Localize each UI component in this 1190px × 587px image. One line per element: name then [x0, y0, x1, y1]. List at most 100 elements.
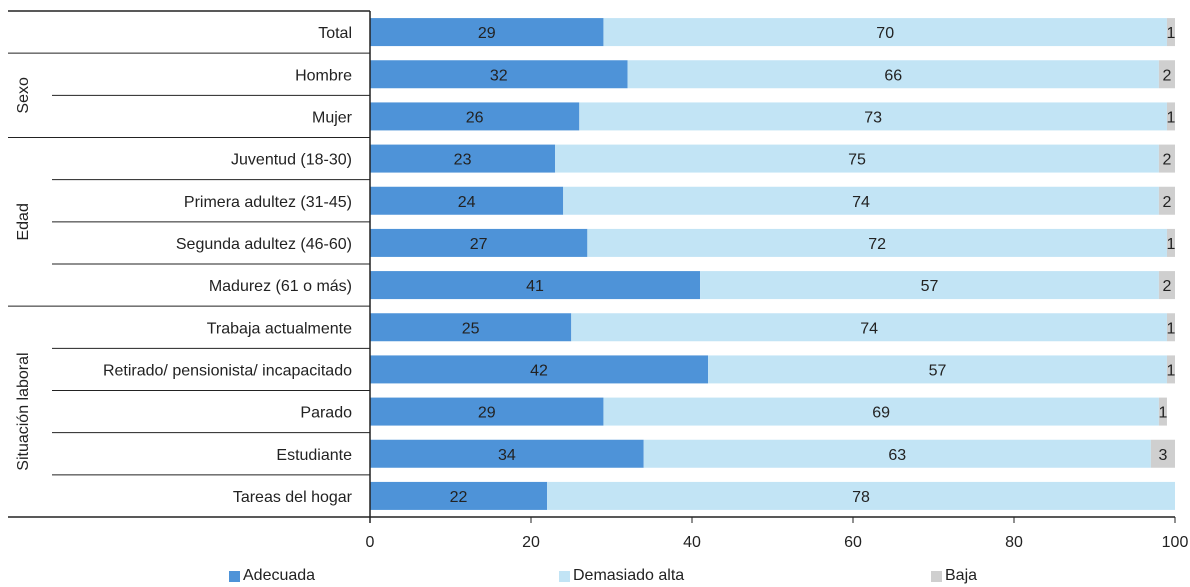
category-label-segunda-adultez-46-60: Segunda adultez (46-60) — [176, 236, 352, 253]
category-label-madurez-61-o-mas: Madurez (61 o más) — [209, 278, 352, 295]
bar-value-label: 3 — [1158, 447, 1167, 464]
bar-value-label: 29 — [478, 405, 496, 422]
bar-demasiado-alta-retirado-pensionista-incapacitado — [708, 355, 1167, 384]
bar-value-label: 26 — [466, 109, 484, 126]
bar-value-label: 27 — [470, 236, 488, 253]
category-label-estudiante: Estudiante — [276, 447, 352, 464]
category-label-mujer: Mujer — [312, 109, 353, 126]
bar-value-label: 1 — [1158, 405, 1167, 422]
legend-swatch-demasiado-alta — [559, 570, 570, 582]
bar-value-label: 25 — [462, 320, 480, 337]
bar-value-label: 1 — [1167, 362, 1176, 379]
bar-value-label: 1 — [1167, 320, 1176, 337]
category-label-trabaja-actualmente: Trabaja actualmente — [207, 320, 352, 337]
legend-item-baja: Baja — [931, 566, 977, 586]
x-tick-label: 0 — [366, 534, 375, 551]
legend-label-adecuada: Adecuada — [243, 567, 316, 584]
x-tick-label: 60 — [844, 534, 862, 551]
bar-value-label: 78 — [852, 489, 870, 506]
bar-value-label: 73 — [864, 109, 882, 126]
bar-baja-parado — [1158, 397, 1167, 426]
bar-demasiado-alta-estudiante — [643, 439, 1151, 468]
bar-value-label: 42 — [530, 362, 548, 379]
bar-baja-juventud-18-30 — [1158, 144, 1175, 173]
bar-value-label: 75 — [848, 152, 866, 169]
bar-value-label: 23 — [454, 152, 472, 169]
bar-value-label: 41 — [526, 278, 544, 295]
bar-value-label: 1 — [1167, 109, 1176, 126]
x-tick-label: 20 — [522, 534, 540, 551]
bar-adecuada-primera-adultez-31-45 — [370, 186, 564, 215]
bar-adecuada-retirado-pensionista-incapacitado — [370, 355, 709, 384]
bar-adecuada-segunda-adultez-46-60 — [370, 228, 588, 257]
bar-value-label: 70 — [876, 25, 894, 42]
bar-demasiado-alta-total — [603, 18, 1167, 47]
x-tick-label: 40 — [683, 534, 701, 551]
bar-value-label: 74 — [852, 194, 870, 211]
bar-adecuada-parado — [370, 397, 604, 426]
bar-value-label: 2 — [1162, 278, 1171, 295]
bar-adecuada-total — [370, 18, 604, 47]
bar-baja-trabaja-actualmente — [1166, 313, 1175, 342]
bar-baja-primera-adultez-31-45 — [1158, 186, 1175, 215]
category-label-total: Total — [318, 25, 352, 42]
bar-value-label: 2 — [1162, 67, 1171, 84]
bar-demasiado-alta-primera-adultez-31-45 — [563, 186, 1159, 215]
legend-swatch-baja — [931, 570, 942, 582]
bar-value-label: 22 — [450, 489, 468, 506]
bar-demasiado-alta-tareas-del-hogar — [547, 481, 1175, 510]
group-label-situacion-laboral: Situación laboral — [15, 352, 32, 470]
bar-value-label: 1 — [1167, 236, 1176, 253]
category-label-tareas-del-hogar: Tareas del hogar — [233, 489, 353, 506]
bar-baja-retirado-pensionista-incapacitado — [1166, 355, 1175, 384]
bar-value-label: 2 — [1162, 152, 1171, 169]
bar-adecuada-madurez-61-o-mas — [370, 271, 701, 300]
bar-baja-segunda-adultez-46-60 — [1166, 228, 1175, 257]
bar-value-label: 2 — [1162, 194, 1171, 211]
bar-adecuada-hombre — [370, 60, 628, 89]
bar-baja-estudiante — [1150, 439, 1175, 468]
bar-value-label: 57 — [921, 278, 939, 295]
category-label-parado: Parado — [300, 405, 352, 422]
bar-adecuada-tareas-del-hogar — [370, 481, 548, 510]
bar-adecuada-juventud-18-30 — [370, 144, 556, 173]
bar-demasiado-alta-hombre — [627, 60, 1159, 89]
bar-value-label: 57 — [929, 362, 947, 379]
group-label-edad: Edad — [15, 203, 32, 240]
bar-value-label: 72 — [868, 236, 886, 253]
bar-demasiado-alta-segunda-adultez-46-60 — [587, 228, 1167, 257]
bar-adecuada-estudiante — [370, 439, 644, 468]
bar-value-label: 69 — [872, 405, 890, 422]
bar-demasiado-alta-parado — [603, 397, 1159, 426]
bar-demasiado-alta-trabaja-actualmente — [571, 313, 1167, 342]
bar-value-label: 66 — [884, 67, 902, 84]
bar-value-label: 29 — [478, 25, 496, 42]
bar-value-label: 74 — [860, 320, 878, 337]
legend-item-adecuada: Adecuada — [229, 566, 315, 586]
legend-label-baja: Baja — [945, 567, 978, 584]
bar-value-label: 63 — [888, 447, 906, 464]
bar-value-label: 1 — [1167, 25, 1176, 42]
chart-legend: Adecuada Demasiado alta Baja — [0, 566, 1190, 587]
category-label-juventud-18-30: Juventud (18-30) — [231, 152, 352, 169]
group-label-sexo: Sexo — [15, 77, 32, 114]
category-label-primera-adultez-31-45: Primera adultez (31-45) — [184, 194, 352, 211]
x-tick-label: 100 — [1162, 534, 1189, 551]
bar-value-label: 34 — [498, 447, 516, 464]
x-tick-label: 80 — [1005, 534, 1023, 551]
bar-adecuada-trabaja-actualmente — [370, 313, 572, 342]
bar-demasiado-alta-juventud-18-30 — [555, 144, 1159, 173]
bar-value-label: 24 — [458, 194, 476, 211]
bar-value-label: 32 — [490, 67, 508, 84]
legend-label-demasiado-alta: Demasiado alta — [573, 567, 685, 584]
bar-baja-hombre — [1158, 60, 1175, 89]
bar-demasiado-alta-mujer — [579, 102, 1167, 131]
legend-item-demasiado-alta: Demasiado alta — [559, 566, 684, 586]
bar-demasiado-alta-madurez-61-o-mas — [700, 271, 1159, 300]
bar-baja-madurez-61-o-mas — [1158, 271, 1175, 300]
bar-adecuada-mujer — [370, 102, 580, 131]
category-label-hombre: Hombre — [295, 67, 352, 84]
bar-baja-mujer — [1166, 102, 1175, 131]
category-label-retirado-pensionista-incapacitado: Retirado/ pensionista/ incapacitado — [103, 362, 352, 379]
